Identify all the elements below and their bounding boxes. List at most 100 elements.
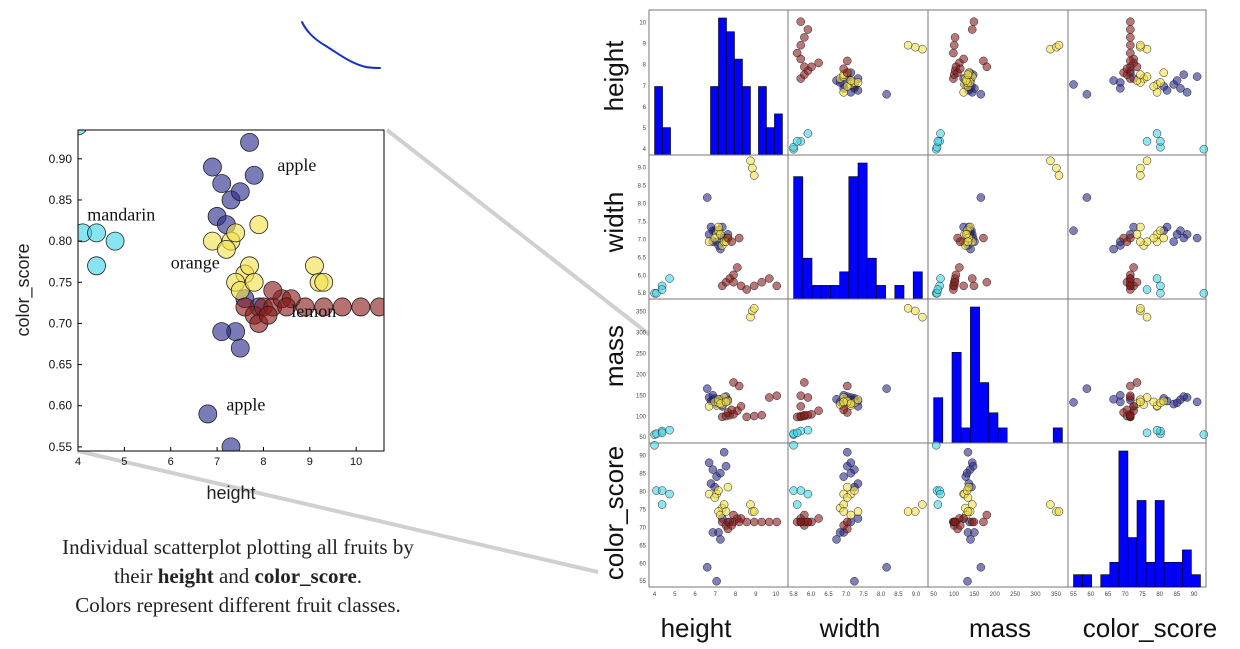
matrix-point-lemon	[982, 62, 992, 72]
hist-bar	[866, 257, 877, 300]
point-apple	[230, 338, 250, 358]
matrix-x-label-color_score: color_score	[1083, 613, 1217, 643]
matrix-cell-height-vs-width	[787, 9, 929, 156]
matrix-point-mandarin	[933, 137, 943, 146]
matrix-y-label-width: width	[599, 192, 629, 254]
matrix-point-mandarin	[936, 129, 945, 138]
matrix-point-lemon	[727, 237, 736, 246]
matrix-x-tick-label: 7.0	[842, 592, 851, 598]
matrix-point-orange	[1136, 222, 1145, 232]
matrix-point-lemon	[757, 517, 767, 527]
matrix-point-lemon	[796, 17, 806, 26]
matrix-point-apple	[976, 193, 986, 202]
matrix-point-orange	[918, 44, 927, 54]
matrix-point-apple	[1069, 398, 1078, 407]
hist-bar	[718, 17, 727, 156]
matrix-point-orange	[746, 156, 755, 166]
matrix-point-mandarin	[1152, 129, 1162, 138]
plot-frame	[77, 129, 385, 452]
point-orange	[226, 223, 246, 243]
matrix-y-tick-label: 55	[639, 579, 646, 585]
matrix-point-lemon	[1129, 402, 1138, 411]
matrix-point-apple	[970, 528, 979, 537]
x-tick-label: 5	[121, 456, 127, 468]
matrix-x-label-mass: mass	[969, 613, 1031, 643]
matrix-x-tick-label: 70	[1122, 592, 1129, 598]
matrix-cell-mass-vs-mass	[927, 298, 1069, 444]
matrix-point-orange	[843, 493, 852, 502]
matrix-x-tick-label: 250	[1010, 592, 1021, 598]
x-tick-label: 10	[350, 456, 362, 468]
hist-bar	[839, 271, 850, 300]
matrix-point-orange	[746, 500, 755, 509]
matrix-point-lemon	[727, 521, 736, 530]
hist-bar	[742, 86, 751, 156]
matrix-point-lemon	[807, 62, 816, 72]
matrix-y-tick-label: 100	[636, 414, 647, 420]
matrix-x-tick-label: 8.5	[894, 592, 903, 598]
matrix-point-mandarin	[1142, 428, 1152, 438]
matrix-y-tick-label: 7.0	[638, 237, 647, 243]
matrix-point-orange	[1156, 226, 1165, 235]
figure-caption: Individual scatterplot plotting all frui…	[0, 533, 476, 620]
matrix-point-orange	[918, 500, 927, 509]
cell-frame	[927, 154, 1069, 300]
matrix-point-lemon	[800, 33, 809, 42]
matrix-point-lemon	[1126, 381, 1135, 391]
matrix-point-apple	[1172, 398, 1182, 408]
matrix-point-lemon	[765, 393, 774, 402]
y-tick-label: 0.60	[49, 399, 73, 413]
hist-bar	[997, 427, 1008, 444]
matrix-x-tick-label: 6	[693, 592, 697, 598]
matrix-point-lemon	[757, 410, 767, 420]
point-lemon	[314, 297, 334, 317]
matrix-x-tick-label: 80	[1156, 592, 1163, 598]
matrix-point-orange	[910, 507, 920, 516]
matrix-y-tick-label: 75	[639, 507, 646, 513]
matrix-point-mandarin	[657, 486, 667, 495]
matrix-point-orange	[1136, 171, 1145, 180]
matrix-x-tick-label: 6.5	[824, 592, 833, 598]
matrix-point-apple	[1082, 90, 1092, 99]
matrix-x-tick-label: 9	[754, 592, 758, 598]
matrix-point-lemon	[843, 381, 852, 391]
matrix-point-orange	[1156, 78, 1165, 87]
matrix-x-tick-label: 75	[1139, 592, 1146, 598]
matrix-x-tick-label: 8	[734, 592, 738, 598]
matrix-cell-mass-vs-width	[787, 298, 929, 444]
matrix-x-tick-label: 350	[1051, 592, 1062, 598]
matrix-point-orange	[846, 399, 856, 408]
matrix-point-orange	[963, 507, 973, 516]
matrix-cell-color_score-vs-mass	[927, 441, 1069, 588]
matrix-point-apple	[839, 472, 848, 481]
matrix-point-apple	[1169, 237, 1179, 246]
matrix-point-lemon	[814, 514, 823, 523]
hist-bar	[1082, 574, 1092, 588]
cell-frame	[787, 298, 929, 444]
point-mandarin	[87, 223, 106, 243]
hist-bar	[1136, 500, 1147, 588]
matrix-point-lemon	[796, 402, 806, 411]
matrix-point-lemon	[803, 25, 813, 34]
point-apple	[244, 165, 264, 185]
matrix-x-tick-label: 60	[1087, 592, 1094, 598]
matrix-point-mandarin	[936, 274, 945, 283]
hist-bar	[876, 285, 886, 300]
matrix-x-tick-label: 300	[1031, 592, 1042, 598]
matrix-point-apple	[702, 384, 712, 393]
hist-bar	[894, 285, 905, 300]
hist-bar	[1191, 574, 1201, 588]
hist-bar	[774, 113, 783, 156]
matrix-point-lemon	[839, 64, 848, 74]
matrix-point-mandarin	[1156, 137, 1165, 146]
matrix-y-label-height: height	[599, 40, 629, 112]
matrix-point-orange	[961, 230, 971, 239]
matrix-point-orange	[850, 486, 859, 495]
matrix-point-orange	[749, 507, 759, 516]
scatter-matrix: 4 5 6 7 8 9 10 5.8 6.0 6.5 7.0 7.5 8.0 8.5 9.0 50 100 150…	[599, 9, 1217, 643]
matrix-point-lemon	[772, 391, 782, 400]
matrix-point-apple	[966, 535, 975, 544]
matrix-point-orange	[853, 78, 863, 87]
matrix-point-orange	[721, 507, 731, 516]
annotation-label: orange	[171, 252, 220, 272]
